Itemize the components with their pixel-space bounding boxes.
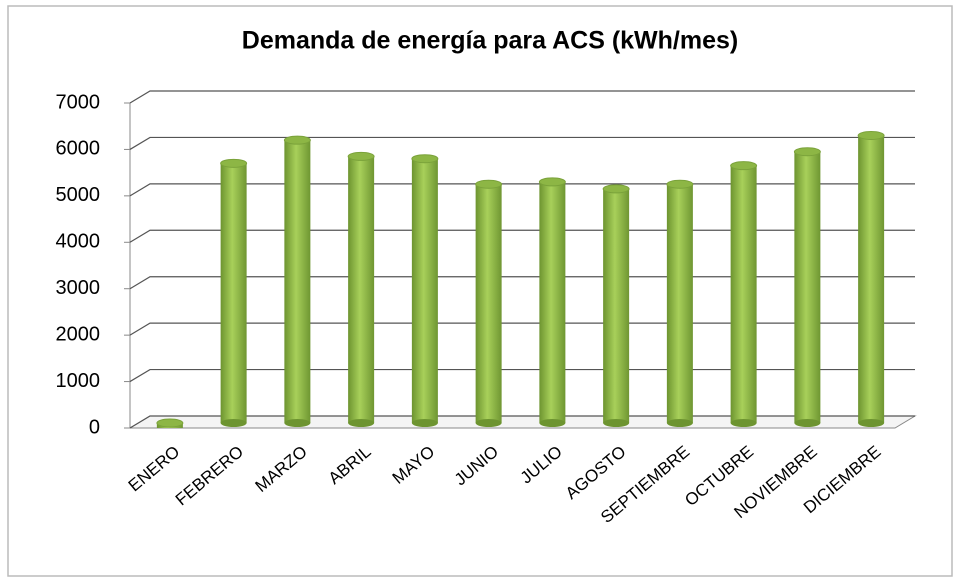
bar-base bbox=[348, 419, 375, 427]
bar-top bbox=[793, 147, 821, 157]
bar-top bbox=[602, 184, 630, 194]
grid-line bbox=[129, 136, 915, 150]
bar bbox=[539, 181, 566, 423]
bar-base bbox=[475, 419, 502, 427]
bar-top bbox=[156, 418, 184, 428]
grid-line bbox=[129, 415, 915, 429]
bar-top bbox=[347, 151, 375, 161]
bar-top bbox=[857, 131, 885, 140]
bar-base bbox=[539, 419, 566, 427]
grid-line bbox=[129, 276, 915, 290]
bar-top bbox=[666, 179, 694, 189]
bar bbox=[284, 140, 311, 423]
bar-base bbox=[220, 419, 247, 427]
bar bbox=[666, 184, 693, 423]
y-tick-label: 2000 bbox=[56, 323, 101, 345]
y-tick-label: 0 bbox=[89, 416, 100, 438]
grid-line bbox=[129, 90, 915, 104]
grid-line bbox=[129, 183, 915, 197]
bar-base bbox=[858, 419, 885, 427]
bar-top bbox=[411, 154, 439, 164]
y-tick-label: 5000 bbox=[56, 184, 101, 206]
bar bbox=[411, 158, 438, 423]
grid-line bbox=[129, 322, 915, 336]
bar bbox=[794, 151, 821, 423]
bar-top bbox=[475, 179, 503, 189]
bar-base bbox=[666, 419, 693, 427]
bar-base bbox=[603, 419, 630, 427]
grid-line bbox=[129, 368, 915, 383]
y-tick-label: 1000 bbox=[56, 370, 101, 392]
bar bbox=[475, 184, 502, 423]
bar-top bbox=[730, 161, 758, 171]
bar bbox=[348, 156, 375, 423]
bar bbox=[730, 165, 757, 423]
bar bbox=[220, 163, 247, 423]
bar-base bbox=[411, 419, 438, 427]
bar bbox=[858, 135, 885, 423]
y-tick-label: 7000 bbox=[56, 91, 101, 113]
bar-top bbox=[220, 158, 248, 168]
y-tick-label: 6000 bbox=[56, 138, 101, 160]
bar-base bbox=[730, 419, 757, 427]
bar-top bbox=[283, 135, 311, 145]
y-tick-label: 3000 bbox=[56, 277, 101, 299]
bar bbox=[603, 188, 630, 423]
bar-base bbox=[794, 419, 821, 427]
bar-top bbox=[538, 177, 566, 187]
y-tick-label: 4000 bbox=[56, 231, 101, 253]
chart-title: Demanda de energía para ACS (kWh/mes) bbox=[242, 27, 738, 55]
bar-base bbox=[284, 419, 311, 427]
grid-line bbox=[129, 229, 915, 243]
